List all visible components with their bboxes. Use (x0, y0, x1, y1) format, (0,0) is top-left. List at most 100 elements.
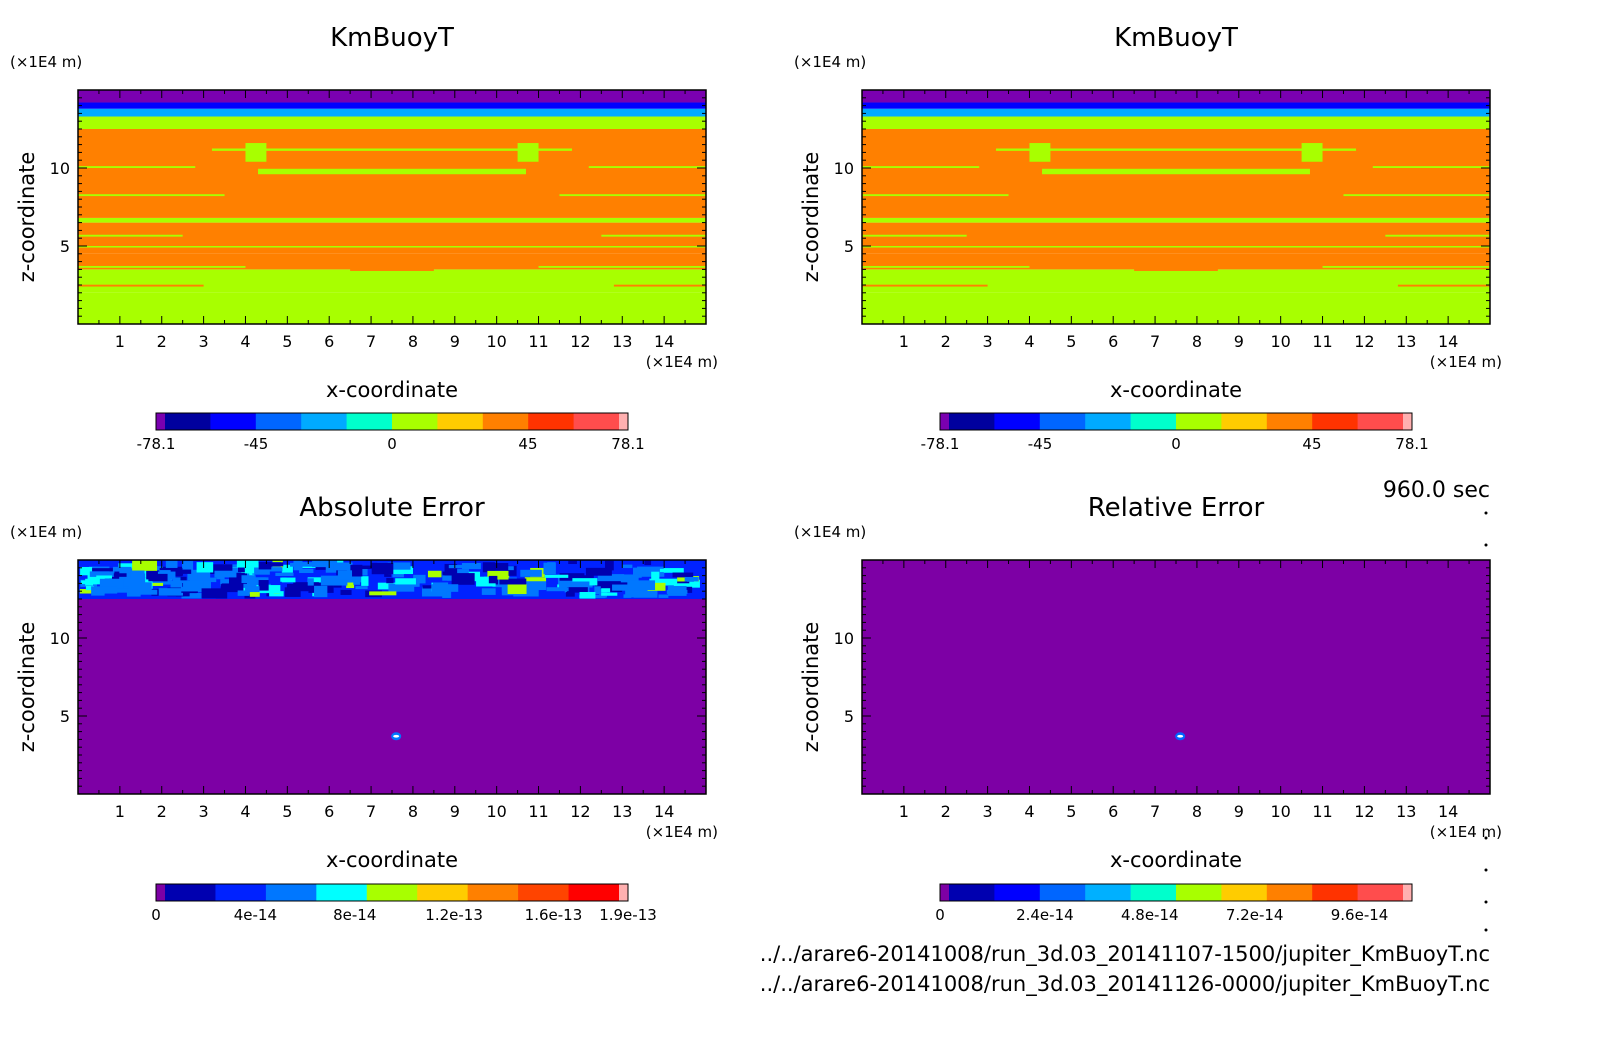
colorbar-label: 78.1 (1395, 435, 1428, 453)
noise-patch (413, 574, 426, 584)
field-background (862, 560, 1490, 794)
y-axis-label: z-coordinate (799, 152, 823, 283)
colorbar-swatch (1266, 413, 1313, 430)
colorbar-swatch (1403, 413, 1413, 430)
field-layer (862, 292, 1490, 324)
y-unit-label: (×1E4 m) (794, 523, 866, 541)
noise-patch (92, 568, 120, 572)
noise-patch (119, 568, 141, 577)
x-tick-label: 8 (1192, 332, 1202, 351)
colorbar-swatch (1312, 884, 1359, 901)
x-tick-label: 1 (899, 802, 909, 821)
x-tick-label: 7 (1150, 332, 1160, 351)
noise-patch (672, 572, 694, 578)
field-streak (613, 284, 706, 287)
margin-dot (1484, 900, 1488, 904)
noise-patch (684, 576, 699, 582)
noise-patch (633, 588, 658, 598)
field-streak (862, 246, 1490, 248)
noise-patch (369, 591, 397, 596)
x-tick-label: 5 (1066, 332, 1076, 351)
noise-patch (568, 560, 577, 565)
field-streak (862, 194, 1009, 197)
noise-patch (431, 584, 459, 592)
field-layer (862, 269, 1490, 293)
noise-patch (201, 588, 224, 599)
colorbar-swatch (165, 884, 216, 901)
x-tick-label: 11 (1312, 802, 1332, 821)
noise-patch (637, 566, 665, 577)
x-axis-label: x-coordinate (326, 848, 458, 872)
noise-patch (214, 570, 237, 578)
y-axis-label: z-coordinate (15, 152, 39, 283)
noise-patch (113, 573, 127, 577)
noise-patch (355, 586, 368, 590)
noise-patch (448, 564, 469, 569)
x-tick-label: 8 (1192, 802, 1202, 821)
noise-patch (395, 578, 416, 585)
noise-patch (444, 563, 458, 576)
noise-patch (622, 564, 633, 569)
noise-patch (346, 582, 355, 589)
field-streak (601, 234, 706, 237)
x-tick-label: 14 (1438, 802, 1458, 821)
noise-patch (116, 588, 136, 593)
x-tick-label: 12 (1354, 802, 1374, 821)
noise-patch (112, 566, 132, 572)
noise-patch (340, 589, 352, 595)
colorbar-swatch (301, 413, 348, 430)
colorbar-label: 0 (387, 435, 397, 453)
noise-patch (290, 562, 317, 567)
colorbar: 0 4e-14 8e-14 1.2e-13 1.6e-13 1.9e-13 (151, 883, 657, 924)
noise-patch (99, 578, 124, 589)
field-streak (862, 284, 988, 287)
noise-patch (388, 583, 415, 592)
noise-patch (481, 588, 496, 595)
noise-patch (620, 574, 639, 583)
noise-patch (180, 586, 206, 592)
x-axis-label: x-coordinate (326, 378, 458, 402)
x-tick-label: 14 (654, 332, 674, 351)
noise-patch (96, 575, 112, 579)
colorbar-label: 0 (151, 906, 161, 924)
field-layer (78, 116, 706, 129)
noise-patch (612, 584, 634, 591)
x-tick-label: 2 (941, 332, 951, 351)
colorbar-swatch (1357, 413, 1404, 430)
field-streak (1134, 267, 1218, 271)
field-streak (78, 284, 204, 287)
field-streak (211, 148, 573, 151)
noise-patch (130, 570, 145, 580)
y-axis-label: z-coordinate (799, 622, 823, 753)
colorbar-swatch (1312, 413, 1359, 430)
noise-patch (649, 578, 678, 586)
colorbar-swatch (165, 413, 211, 430)
chart-title: KmBuoyT (330, 23, 454, 53)
noise-patch (320, 575, 348, 586)
field-layer (78, 217, 706, 223)
field-layer (78, 253, 706, 270)
x-tick-label: 13 (1396, 332, 1416, 351)
x-tick-label: 13 (612, 332, 632, 351)
noise-patch (190, 577, 217, 583)
noise-patch (236, 560, 259, 568)
noise-patch (480, 576, 496, 583)
y-tick-label: 10 (50, 629, 70, 648)
noise-patch (625, 588, 637, 598)
colorbar-swatch (568, 884, 620, 901)
field-layer (862, 222, 1490, 254)
colorbar-label: 1.6e-13 (525, 906, 583, 924)
noise-patch (546, 587, 569, 592)
field-streak (78, 166, 196, 168)
noise-patch (491, 562, 509, 571)
x-unit-label: (×1E4 m) (646, 823, 718, 841)
x-tick-label: 11 (528, 332, 548, 351)
field-streak (1322, 265, 1490, 268)
y-unit-label: (×1E4 m) (10, 523, 82, 541)
noise-patch (647, 582, 666, 591)
field-streak (538, 265, 706, 268)
colorbar-label: 0 (935, 906, 945, 924)
noise-patch (315, 566, 333, 570)
